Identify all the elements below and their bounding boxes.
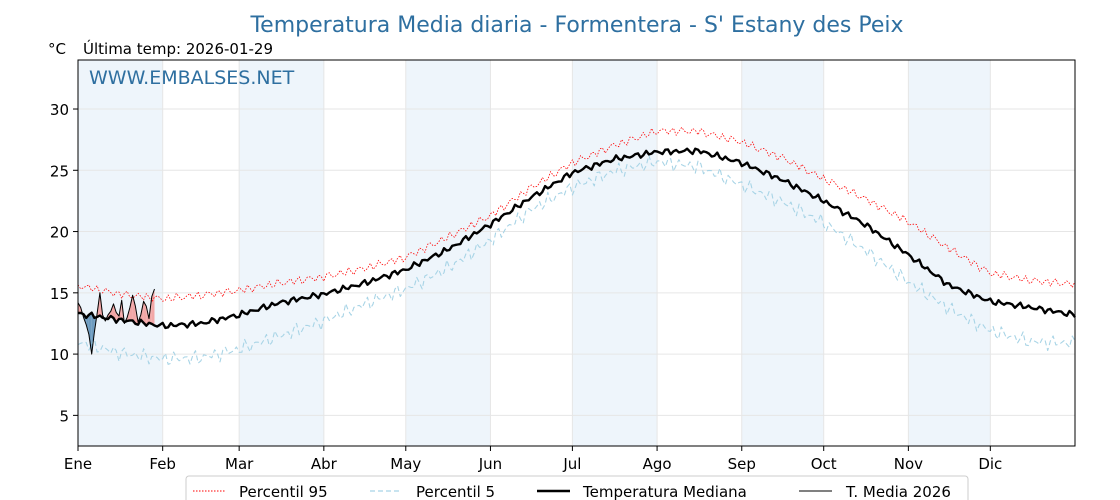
- month-shade: [78, 60, 163, 446]
- y-tick-label: 5: [59, 407, 69, 425]
- legend-p95-label: Percentil 95: [239, 483, 328, 500]
- x-tick-label: Dic: [978, 455, 1002, 473]
- x-tick-label: May: [390, 455, 421, 473]
- series-line-temperatura-mediana: [77, 147, 1076, 330]
- y-tick-label: 30: [50, 101, 69, 119]
- y-axis-unit: °C: [48, 40, 66, 58]
- month-shade: [908, 60, 991, 446]
- above-median-fill: [129, 295, 133, 321]
- y-tick-label: 25: [50, 162, 69, 180]
- x-tick-label: Jul: [562, 455, 581, 473]
- month-shade: [239, 60, 324, 446]
- x-tick-label: Nov: [894, 455, 923, 473]
- watermark: WWW.EMBALSES.NET: [89, 67, 295, 89]
- month-shade: [572, 60, 658, 446]
- above-median-fill: [78, 302, 81, 313]
- month-shade: [405, 60, 491, 446]
- month-shade: [741, 60, 824, 446]
- x-tick-label: Ago: [643, 455, 672, 473]
- legend-box: [185, 475, 969, 500]
- x-tick-label: Mar: [225, 455, 254, 473]
- above-median-fill: [132, 295, 136, 324]
- x-tick-label: Sep: [728, 455, 756, 473]
- y-tick-label: 10: [50, 346, 69, 364]
- last-temp-label: Última temp: 2026-01-29: [83, 39, 273, 58]
- above-median-fill: [143, 301, 147, 326]
- chart-title: Temperatura Media diaria - Formentera - …: [249, 13, 903, 38]
- legend-p5-label: Percentil 5: [416, 483, 495, 500]
- x-tick-label: Ene: [64, 455, 92, 473]
- above-median-fill: [110, 303, 114, 318]
- x-tick-label: Abr: [311, 455, 338, 473]
- x-tick-label: Jun: [478, 455, 502, 473]
- legend-2026-label: T. Media 2026: [845, 483, 951, 500]
- series-line-percentil-95: [77, 126, 1076, 303]
- x-tick-label: Oct: [811, 455, 837, 473]
- y-axis-ticks: 5 10 15 20 25 30: [50, 101, 78, 425]
- y-tick-label: 20: [50, 224, 69, 242]
- below-median-fill: [88, 312, 92, 355]
- below-median-fill: [86, 314, 89, 335]
- y-tick-label: 15: [50, 285, 69, 303]
- legend: Percentil 95 Percentil 5 Temperatura Med…: [185, 475, 969, 500]
- month-shading: [78, 60, 991, 446]
- plot-frame: [77, 59, 1076, 447]
- series-line-t-media-2026: [77, 288, 155, 355]
- x-tick-label: Feb: [149, 455, 176, 473]
- series-lines: [77, 126, 1076, 365]
- x-axis-ticks: Ene Feb Mar Abr May Jun Jul Ago Sep Oct Nov Dic: [64, 446, 1002, 473]
- legend-median-label: Temperatura Mediana: [582, 483, 747, 500]
- series-line-percentil-5: [77, 154, 1076, 365]
